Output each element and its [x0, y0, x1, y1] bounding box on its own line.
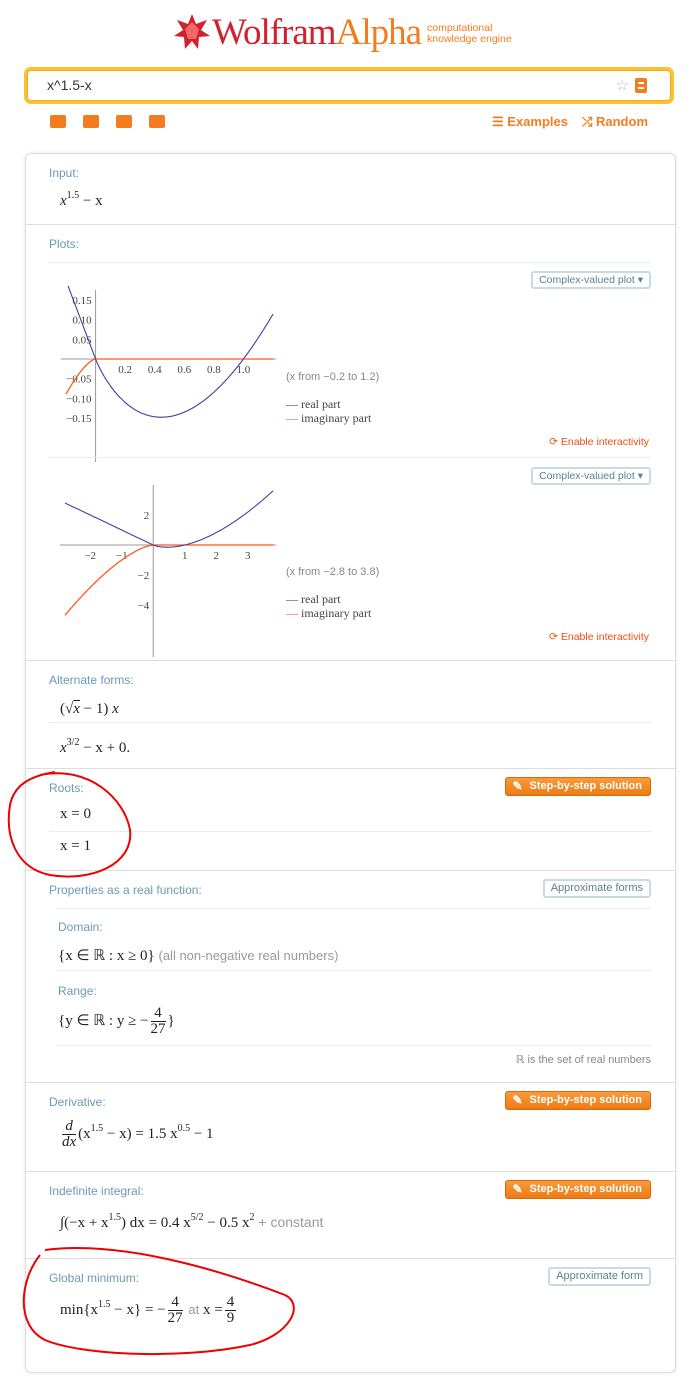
root-2: x = 1: [60, 838, 91, 854]
pod-global-minimum: Global minimum: Approximate form min{x1.…: [26, 1259, 675, 1379]
y-tick-label: −0.05: [66, 374, 92, 386]
random-link[interactable]: ⤮ Random: [581, 114, 648, 129]
pod-plots: Plots: Complex-valued plot ▾ 0.2 0.4 0.6 0.…: [26, 225, 675, 661]
range-label: Range:: [58, 984, 97, 998]
x-tick-label: 0.2: [118, 364, 132, 376]
x-tick-label: −1: [116, 550, 128, 562]
input-toolbar: [50, 115, 165, 128]
enable-interactivity-link[interactable]: ⟳ Enable interactivity: [549, 631, 649, 643]
plot-range: (x from −0.2 to 1.2): [286, 371, 380, 383]
alternate-form-1: (√x − 1) x: [60, 701, 119, 717]
y-tick-label: −0.10: [66, 393, 92, 405]
y-tick-label: 2: [144, 510, 150, 522]
pod-title: Alternate forms:: [49, 673, 134, 687]
x-tick-label: 1.0: [237, 364, 251, 376]
domain-label: Domain:: [58, 920, 103, 934]
real-part-line: [64, 490, 274, 548]
pod-title: Indefinite integral:: [49, 1184, 144, 1198]
pod-input: Input: x1.5 − x: [26, 154, 675, 225]
approximate-form-button[interactable]: Approximate form: [548, 1267, 651, 1286]
alternate-form-2: x3/2 − x + 0.: [60, 737, 131, 756]
imaginary-part-line: [64, 544, 273, 616]
results-card: Input: x1.5 − x Plots: Complex-valued pl…: [25, 153, 676, 1373]
pod-title: Plots:: [49, 237, 80, 251]
pod-title: Input:: [49, 166, 80, 180]
camera-icon[interactable]: [83, 115, 99, 128]
root-1: x = 0: [60, 806, 91, 822]
y-tick-label: −0.15: [66, 413, 92, 425]
plot-range: (x from −2.8 to 3.8): [286, 566, 380, 578]
table-icon[interactable]: [116, 115, 132, 128]
complex-plot-dropdown[interactable]: Complex-valued plot ▾: [531, 467, 651, 485]
pod-roots: Roots: Step-by-step solution x = 0 x = 1: [26, 769, 675, 871]
pod-title: Global minimum:: [49, 1271, 140, 1285]
x-tick-label: −2: [84, 550, 96, 562]
real-part-line: [67, 286, 274, 418]
real-numbers-note: ℝ is the set of real numbers: [515, 1054, 651, 1066]
logo-alpha: Alpha: [335, 11, 422, 53]
enable-interactivity-link[interactable]: ⟳ Enable interactivity: [549, 436, 649, 448]
plot-1: 0.2 0.4 0.6 0.8 1.00.150.100.05−0.05−0.10−0.…: [61, 286, 276, 462]
legend-real: — real part: [286, 592, 341, 606]
minimum-expression: min{x1.5 − x} = −4 27 at x = 4 9: [60, 1294, 237, 1326]
integral-expression: ∫(−x + x1.5) dx = 0.4 x5/2 − 0.5 x2 + co…: [60, 1212, 324, 1231]
imaginary-part-line: [65, 358, 273, 395]
tagline-line1: computational: [427, 22, 493, 34]
wolframalpha-logo[interactable]: Wolfram Alpha computational knowledge engi…: [172, 11, 512, 53]
plot-2: −2 −1 1 2 3 2 −2 −4: [60, 485, 276, 657]
y-tick-label: −2: [138, 570, 150, 582]
x-tick-label: 0.6: [177, 364, 191, 376]
pod-properties: Properties as a real function: Approxima…: [26, 871, 675, 1083]
complex-plot-dropdown[interactable]: Complex-valued plot ▾: [531, 271, 651, 289]
logo-wolfram: Wolfram: [212, 11, 337, 53]
input-expression: x1.5 − x: [60, 190, 103, 209]
examples-label: Examples: [507, 114, 568, 129]
y-tick-label: −4: [138, 600, 150, 612]
pod-alternate-forms: Alternate forms: (√x − 1) x x3/2 − x + 0…: [26, 661, 675, 769]
pod-integral: Indefinite integral: Step-by-step soluti…: [26, 1172, 675, 1259]
pod-derivative: Derivative: Step-by-step solution ddx(x1…: [26, 1083, 675, 1172]
legend-real: — real part: [286, 397, 341, 411]
upload-folder-icon[interactable]: [149, 115, 165, 128]
y-tick-label: 0.10: [72, 315, 92, 327]
approximate-forms-button[interactable]: Approximate forms: [542, 879, 651, 898]
legend-imag: — imaginary part: [286, 606, 372, 620]
compute-button[interactable]: [635, 78, 647, 93]
step-by-step-button[interactable]: Step-by-step solution: [504, 777, 651, 796]
pod-title: Properties as a real function:: [49, 883, 202, 897]
search-box: ☆: [24, 67, 674, 104]
derivative-expression: d dx (x1.5 − x) = 1.5 x0.5 − 1: [62, 1118, 214, 1150]
domain-value: {x ∈ ℝ : x ≥ 0} (all non-negative real n…: [58, 948, 339, 964]
pod-title: Derivative:: [49, 1095, 106, 1109]
step-by-step-button[interactable]: Step-by-step solution: [504, 1091, 651, 1110]
search-input[interactable]: [47, 77, 587, 93]
tagline-line2: knowledge engine: [427, 33, 512, 45]
x-tick-label: 0.8: [207, 364, 221, 376]
x-tick-label: 0.4: [148, 364, 162, 376]
favorite-star-icon[interactable]: ☆: [615, 77, 629, 94]
legend-imag: — imaginary part: [286, 411, 372, 425]
x-tick-label: 2: [214, 550, 220, 562]
x-tick-label: 1: [182, 550, 188, 562]
examples-link[interactable]: ☰ Examples: [492, 114, 568, 129]
step-by-step-button[interactable]: Step-by-step solution: [504, 1180, 651, 1199]
random-label: Random: [596, 114, 648, 129]
x-tick-label: 3: [245, 550, 251, 562]
logo-tagline: computational knowledge engine: [427, 23, 512, 45]
range-value: {y ∈ ℝ : y ≥ −4 27}: [58, 1005, 175, 1037]
pod-title: Roots:: [49, 781, 84, 795]
keyboard-icon[interactable]: [50, 115, 66, 128]
spikey-logo-icon: [174, 14, 210, 49]
y-tick-label: 0.15: [72, 295, 92, 307]
